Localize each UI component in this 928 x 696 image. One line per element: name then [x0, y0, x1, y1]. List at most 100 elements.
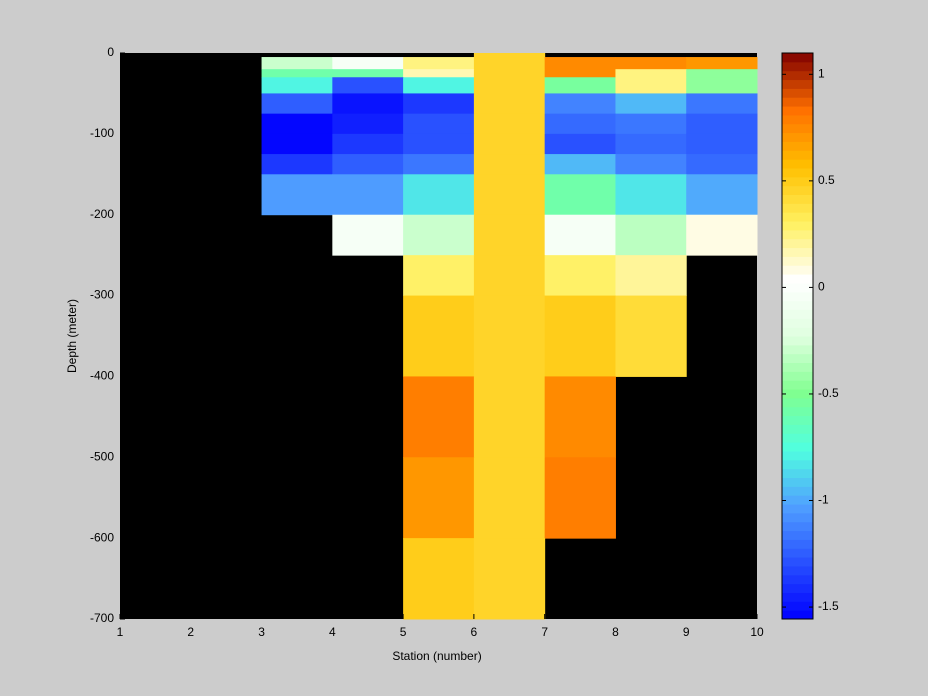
colorbar-swatch	[782, 539, 813, 549]
heatmap-cell	[473, 133, 546, 155]
heatmap-cell	[403, 154, 475, 175]
heatmap-cell	[403, 93, 475, 115]
heatmap-cell	[686, 174, 758, 216]
heatmap-cell	[686, 69, 758, 78]
colorbar-swatch	[782, 521, 813, 532]
colorbar-swatch	[782, 495, 813, 505]
heatmap-cell	[544, 57, 616, 70]
colorbar-swatch	[782, 601, 813, 611]
heatmap-cell	[615, 174, 687, 216]
x-tick-label: 3	[258, 625, 265, 639]
colorbar-tick-label: -0.5	[818, 386, 839, 400]
y-axis-label: Depth (meter)	[65, 299, 79, 373]
colorbar-swatch	[782, 123, 813, 134]
y-tick-label: -200	[90, 207, 114, 221]
heatmap-cell	[544, 69, 616, 78]
heatmap-cell	[544, 113, 616, 135]
heatmap-cell	[332, 57, 404, 70]
heatmap-cell	[403, 57, 475, 70]
x-tick-label: 10	[750, 625, 764, 639]
heatmap-cell	[615, 93, 687, 115]
y-tick-label: -400	[90, 369, 114, 383]
colorbar-swatch	[782, 88, 813, 98]
colorbar-swatch	[782, 557, 813, 567]
heatmap-cell	[615, 214, 687, 256]
y-tick-label: -300	[90, 288, 114, 302]
heatmap-cell	[261, 77, 333, 94]
colorbar-swatch	[782, 459, 813, 470]
heatmap-cell	[403, 538, 475, 620]
colorbar-swatch	[782, 406, 813, 417]
colorbar-swatch	[782, 176, 813, 187]
heatmap-cell	[544, 295, 616, 377]
colorbar-swatch	[782, 61, 813, 72]
heatmap-cell	[615, 77, 687, 94]
colorbar-swatch	[782, 486, 813, 496]
colorbar-swatch	[782, 442, 813, 452]
colorbar-swatch	[782, 415, 813, 425]
colorbar-swatch	[782, 194, 813, 204]
colorbar-swatch	[782, 185, 813, 195]
colorbar-tick-label: 1	[818, 66, 825, 80]
colorbar-swatch	[782, 70, 813, 81]
heatmap-cell	[473, 113, 546, 135]
x-tick-label: 1	[117, 625, 124, 639]
heatmap-cell	[473, 69, 546, 78]
heatmap-cell	[403, 113, 475, 135]
colorbar-swatch	[782, 433, 813, 443]
colorbar-swatch	[782, 97, 813, 107]
heatmap-cell	[473, 93, 546, 115]
colorbar-swatch	[782, 610, 813, 620]
colorbar-swatch	[782, 389, 813, 399]
heatmap-cell	[261, 174, 333, 216]
heatmap-cell	[615, 133, 687, 155]
x-tick-label: 4	[329, 625, 336, 639]
colorbar-swatch	[782, 344, 813, 355]
heatmap-cell	[403, 457, 475, 539]
heatmap-cell	[473, 255, 546, 297]
colorbar-swatch	[782, 424, 813, 434]
heatmap-cell	[473, 77, 546, 94]
y-tick-label: 0	[107, 45, 114, 59]
heatmap-cell	[332, 77, 404, 94]
colorbar-swatch	[782, 318, 813, 328]
heatmap-cell	[544, 457, 616, 539]
colorbar-swatch	[782, 530, 813, 540]
colorbar-swatch	[782, 106, 813, 116]
heatmap-cell	[473, 376, 546, 458]
heatmap-cell	[261, 133, 333, 155]
heatmap-cell	[544, 93, 616, 115]
colorbar-swatch	[782, 274, 813, 284]
colorbar-swatch	[782, 229, 813, 240]
x-tick-label: 8	[612, 625, 619, 639]
colorbar-tick-label: 0.5	[818, 173, 835, 187]
colorbar-swatch	[782, 282, 813, 293]
colorbar-swatch	[782, 592, 813, 602]
y-tick-label: -600	[90, 530, 114, 544]
heatmap-cell	[332, 154, 404, 175]
colorbar-swatch	[782, 468, 813, 478]
heatmap-cell	[615, 295, 687, 377]
colorbar-swatch	[782, 504, 813, 514]
heatmap-cell	[686, 133, 758, 155]
heatmap-cell	[403, 69, 475, 78]
heatmap-cell	[473, 57, 546, 70]
heatmap-cell	[332, 93, 404, 115]
heatmap-cell	[615, 57, 687, 70]
colorbar-swatch	[782, 212, 813, 222]
colorbar-swatch	[782, 548, 813, 558]
heatmap-cell	[686, 93, 758, 115]
heatmap-cell	[686, 57, 758, 70]
y-tick-label: -500	[90, 449, 114, 463]
colorbar-swatch	[782, 397, 813, 408]
colorbar-swatch	[782, 53, 813, 63]
heatmap-cell	[544, 174, 616, 216]
heatmap-cell	[544, 154, 616, 175]
heatmap-cell	[473, 538, 546, 620]
heatmap-cell	[686, 214, 758, 256]
heatmap-cell	[403, 295, 475, 377]
colorbar-frame	[781, 52, 814, 620]
x-tick-label: 6	[471, 625, 478, 639]
colorbar-swatch	[782, 132, 813, 142]
